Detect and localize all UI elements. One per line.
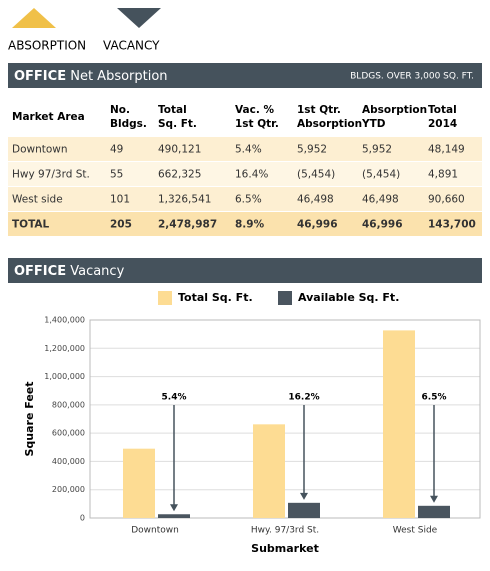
- table-cell: 90,660: [428, 194, 465, 206]
- column-header: Market Area: [12, 111, 85, 123]
- annotation-arrowhead: [300, 492, 308, 500]
- header-bold: OFFICE: [14, 264, 66, 279]
- header-title: OFFICE Vacancy: [14, 264, 125, 279]
- column-header: 1st Qtr.: [235, 118, 279, 130]
- x-tick-label: Downtown: [131, 526, 179, 536]
- column-header: Vac. %: [235, 104, 275, 116]
- table-cell: 46,996: [362, 219, 403, 231]
- table-cell: 490,121: [158, 144, 201, 156]
- table-cell: (5,454): [297, 169, 335, 181]
- bar: [383, 330, 415, 518]
- table-cell: 5,952: [297, 144, 327, 156]
- table-cell: 6.5%: [235, 194, 262, 206]
- column-header: Absorption: [362, 104, 427, 116]
- table-row: [8, 187, 482, 211]
- table-cell: West side: [12, 194, 63, 206]
- column-header: Total: [428, 104, 457, 116]
- table-cell: 48,149: [428, 144, 465, 156]
- table-cell: (5,454): [362, 169, 400, 181]
- bar: [253, 424, 285, 518]
- y-tick-label: 1,000,000: [44, 372, 85, 381]
- table-cell: 49: [110, 144, 123, 156]
- annotation-arrowhead: [170, 504, 178, 512]
- table-row: [8, 137, 482, 161]
- table-cell: 5,952: [362, 144, 392, 156]
- table-row: [8, 162, 482, 186]
- header-bold: OFFICE: [14, 69, 66, 84]
- table-cell: 101: [110, 194, 130, 206]
- table-cell: 46,498: [297, 194, 334, 206]
- table-cell: Downtown: [12, 144, 68, 156]
- table-cell: 205: [110, 219, 132, 231]
- y-tick-label: 600,000: [52, 429, 85, 438]
- annotation: 16.2%: [288, 393, 319, 403]
- legend-label: Total Sq. Ft.: [178, 291, 253, 304]
- table-row: [8, 212, 482, 236]
- y-axis-label: Square Feet: [23, 381, 36, 456]
- table-cell: TOTAL: [12, 219, 50, 231]
- y-tick-label: 1,200,000: [44, 344, 85, 353]
- table-cell: 2,478,987: [158, 219, 217, 231]
- table-cell: Hwy 97/3rd St.: [12, 169, 90, 181]
- y-tick-label: 1,400,000: [44, 316, 85, 325]
- column-header: No.: [110, 104, 130, 116]
- header-text: Net Absorption: [70, 69, 167, 84]
- table-cell: 143,700: [428, 219, 476, 231]
- bar: [288, 502, 320, 518]
- annotation-arrowhead: [430, 495, 438, 503]
- column-header: 2014: [428, 118, 457, 130]
- header-text: Vacancy: [70, 264, 124, 279]
- x-tick-label: Hwy. 97/3rd St.: [251, 526, 319, 536]
- column-header: Total: [158, 104, 187, 116]
- annotation: 5.4%: [162, 393, 187, 403]
- header-bar: [8, 258, 482, 283]
- legend-icon: [117, 8, 161, 28]
- legend-label: ABSORPTION: [8, 39, 86, 53]
- x-tick-label: West Side: [393, 526, 438, 536]
- y-tick-label: 400,000: [52, 457, 85, 466]
- y-tick-label: 800,000: [52, 400, 85, 409]
- table-cell: 1,326,541: [158, 194, 211, 206]
- table-cell: 662,325: [158, 169, 201, 181]
- header-note: BLDGS. OVER 3,000 SQ. FT.: [350, 72, 474, 82]
- x-axis-label: Submarket: [251, 542, 319, 555]
- bar: [123, 448, 155, 518]
- legend-icon: [12, 8, 56, 28]
- legend-swatch: [278, 291, 292, 305]
- column-header: Absorption: [297, 118, 362, 130]
- table-cell: 16.4%: [235, 169, 268, 181]
- header-bar: [8, 63, 482, 88]
- legend-swatch: [158, 291, 172, 305]
- bar: [158, 514, 190, 518]
- annotation: 6.5%: [422, 393, 447, 403]
- legend-label: Available Sq. Ft.: [298, 291, 399, 304]
- table-cell: 46,996: [297, 219, 338, 231]
- header-title: OFFICE Net Absorption: [14, 69, 168, 84]
- legend-label: VACANCY: [103, 39, 160, 53]
- table-cell: 4,891: [428, 169, 458, 181]
- bar: [418, 505, 450, 518]
- table-cell: 8.9%: [235, 219, 265, 231]
- column-header: YTD: [361, 118, 386, 130]
- y-tick-label: 200,000: [52, 485, 85, 494]
- table-cell: 55: [110, 169, 123, 181]
- table-cell: 5.4%: [235, 144, 262, 156]
- column-header: 1st Qtr.: [297, 104, 341, 116]
- column-header: Sq. Ft.: [158, 118, 197, 130]
- y-tick-label: 0: [80, 514, 85, 523]
- table-cell: 46,498: [362, 194, 399, 206]
- column-header: Bldgs.: [110, 118, 147, 130]
